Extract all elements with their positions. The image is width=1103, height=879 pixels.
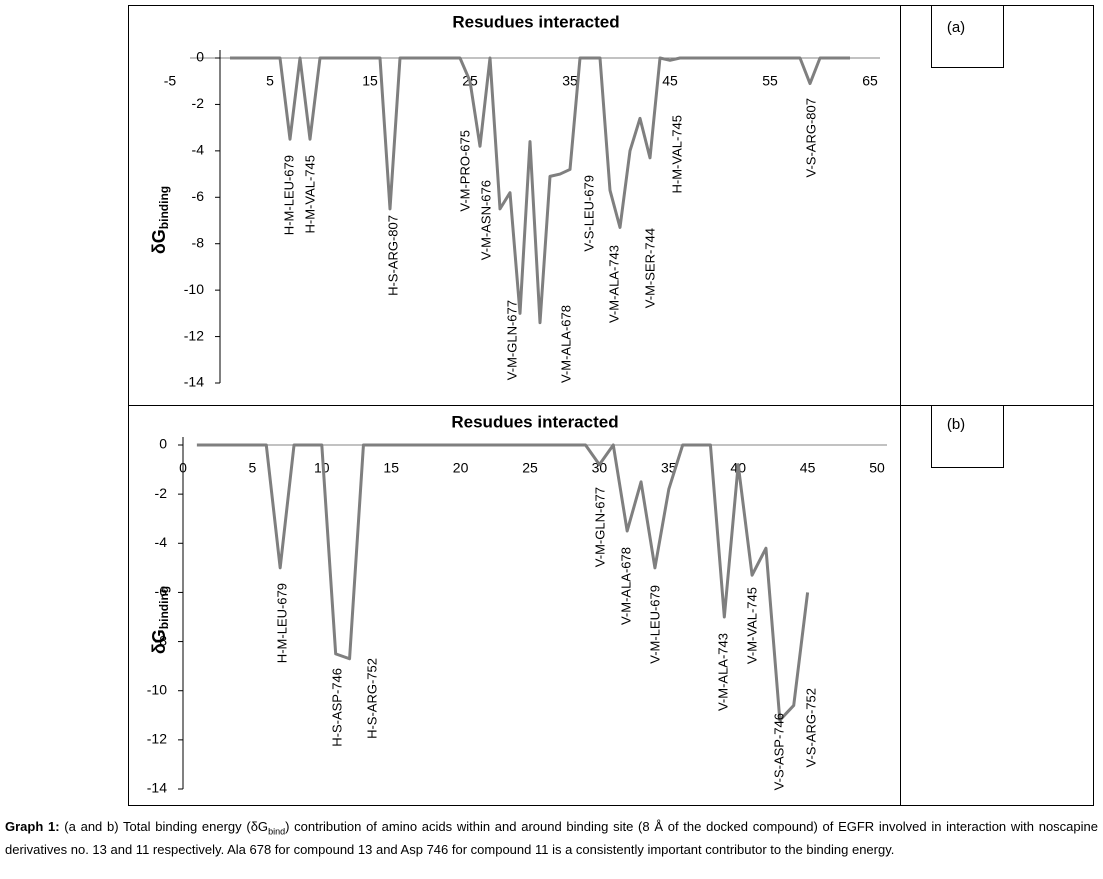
annotation: V-M-ASN-676 xyxy=(478,180,493,260)
x-tick-label: 45 xyxy=(662,73,678,89)
panel-label: (a) xyxy=(947,19,965,36)
y-tick-label: -14 xyxy=(147,780,167,796)
x-tick-label: 65 xyxy=(862,73,878,89)
annotation: V-M-SER-744 xyxy=(642,228,657,308)
caption-text: (a and b) Total binding energy (δG xyxy=(59,819,269,834)
y-tick-label: -8 xyxy=(155,632,168,648)
x-tick-label: 5 xyxy=(249,460,257,476)
y-tick-label: -12 xyxy=(184,327,204,343)
y-tick-label: 0 xyxy=(159,436,167,452)
annotation: H-M-VAL-745 xyxy=(302,155,317,234)
annotation: V-M-ALA-743 xyxy=(715,633,730,711)
y-tick-label: -2 xyxy=(155,485,168,501)
label-box xyxy=(931,405,1004,468)
annotation: V-S-ASP-746 xyxy=(771,713,786,790)
y-axis-title-sub: binding xyxy=(157,186,171,229)
annotation: V-M-LEU-679 xyxy=(647,585,662,664)
annotation: H-S-ASP-746 xyxy=(329,668,344,747)
annotation: V-M-PRO-675 xyxy=(457,130,472,212)
caption-text: ) contribution of amino acids within and… xyxy=(5,819,1098,857)
x-tick-label: 0 xyxy=(179,460,187,476)
label-box xyxy=(931,5,1004,68)
y-axis-title-main: δG xyxy=(149,629,169,654)
x-tick-label: 25 xyxy=(522,460,538,476)
x-tick-label: 5 xyxy=(266,73,274,89)
annotation: H-M-LEU-679 xyxy=(281,155,296,235)
x-tick-label: 30 xyxy=(592,460,608,476)
x-tick-label: 35 xyxy=(562,73,578,89)
y-axis-title-sub: binding xyxy=(157,586,171,629)
y-axis-title-main: δG xyxy=(149,229,169,254)
annotation: H-S-ARG-752 xyxy=(364,658,379,739)
annotation: H-S-ARG-807 xyxy=(385,215,400,296)
caption-sub: bind xyxy=(268,826,286,837)
annotation: V-M-ALA-678 xyxy=(558,305,573,383)
y-tick-label: -10 xyxy=(147,681,167,697)
y-tick-label: 0 xyxy=(196,49,204,65)
annotation: V-S-ARG-752 xyxy=(803,688,818,767)
y-tick-label: -6 xyxy=(155,583,168,599)
x-tick-label: 15 xyxy=(383,460,399,476)
x-tick-label: 20 xyxy=(453,460,469,476)
y-tick-label: -14 xyxy=(184,374,204,390)
chart-title: Resudues interacted xyxy=(452,12,619,31)
y-tick-label: -8 xyxy=(192,234,205,250)
x-tick-label: -5 xyxy=(164,73,177,89)
annotation: V-M-VAL-745 xyxy=(744,587,759,664)
annotation: V-M-ALA-743 xyxy=(606,245,621,323)
y-tick-label: -12 xyxy=(147,731,167,747)
y-tick-label: -6 xyxy=(192,188,205,204)
y-tick-label: -4 xyxy=(192,142,205,158)
data-line xyxy=(230,56,850,325)
y-axis-title: δGbinding xyxy=(149,586,171,654)
panel-frame xyxy=(128,405,1094,806)
caption-label: Graph 1: xyxy=(5,819,60,834)
data-line xyxy=(196,443,810,722)
chart-title: Resudues interacted xyxy=(451,412,618,431)
y-tick-label: -10 xyxy=(184,281,204,297)
x-tick-label: 45 xyxy=(800,460,816,476)
panel-label: (b) xyxy=(947,416,965,433)
figure: -5 5 15 25 35 45 55 65 0 -2 -4 -6 -8 -10 -12 -14 H-M-LEU… xyxy=(128,5,1094,806)
y-axis-title: δGbinding xyxy=(149,186,171,254)
y-tick-label: -4 xyxy=(155,534,168,550)
annotation: V-M-GLN-677 xyxy=(592,487,607,567)
annotation: H-M-VAL-745 xyxy=(669,115,684,194)
annotation: H-M-LEU-679 xyxy=(274,583,289,663)
annotation: V-S-LEU-679 xyxy=(581,175,596,252)
x-tick-label: 55 xyxy=(762,73,778,89)
panel-frame xyxy=(128,5,1094,406)
caption: Graph 1: (a and b) Total binding energy … xyxy=(5,818,1098,859)
annotation: V-M-ALA-678 xyxy=(618,547,633,625)
x-tick-label: 15 xyxy=(362,73,378,89)
x-tick-label: 50 xyxy=(869,460,885,476)
y-tick-label: -2 xyxy=(192,95,205,111)
annotation: V-M-GLN-677 xyxy=(504,300,519,380)
annotation: V-S-ARG-807 xyxy=(803,98,818,177)
